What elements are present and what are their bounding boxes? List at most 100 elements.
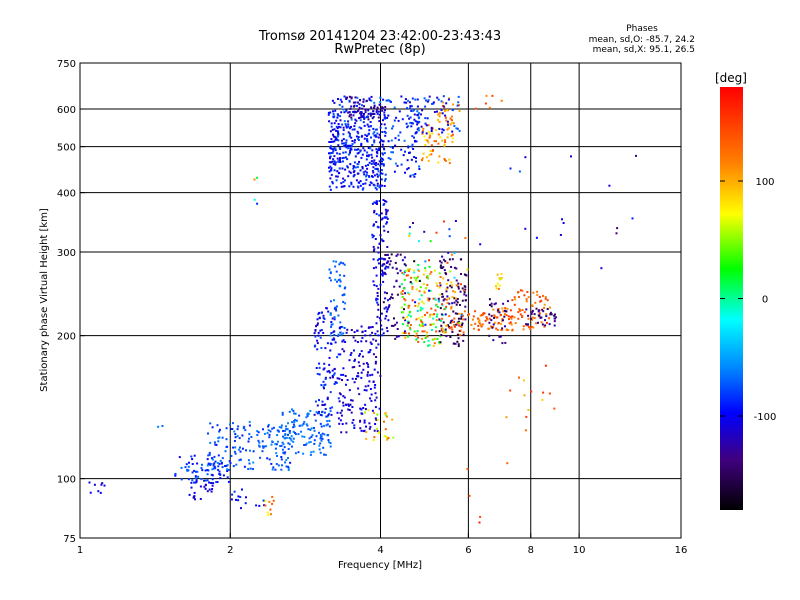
data-point xyxy=(211,488,214,490)
data-point xyxy=(338,167,341,170)
data-point xyxy=(342,367,345,370)
data-point xyxy=(326,420,329,423)
data-point xyxy=(354,339,357,342)
data-point xyxy=(365,431,368,434)
data-point xyxy=(401,290,404,292)
data-point xyxy=(451,137,454,140)
data-point xyxy=(318,448,321,451)
data-point xyxy=(381,172,384,175)
data-point xyxy=(424,144,427,146)
data-point xyxy=(426,139,429,142)
data-point xyxy=(456,333,459,336)
data-point xyxy=(343,142,346,145)
data-point xyxy=(531,309,534,312)
data-point xyxy=(373,131,376,134)
data-point xyxy=(407,314,410,317)
data-point xyxy=(346,328,349,331)
data-point xyxy=(325,415,328,418)
data-point xyxy=(406,126,409,129)
data-point xyxy=(483,312,485,315)
stats-o-line: mean, sd,O: -85.7, 24.2 xyxy=(589,35,695,45)
data-point xyxy=(376,175,379,178)
data-point xyxy=(331,152,334,154)
data-point xyxy=(464,288,467,291)
data-point xyxy=(383,147,385,150)
data-point xyxy=(409,310,411,313)
data-point xyxy=(319,437,322,440)
data-point xyxy=(190,486,193,489)
data-point xyxy=(406,335,409,338)
data-point xyxy=(309,410,312,412)
data-point xyxy=(375,135,378,138)
data-point xyxy=(337,353,340,356)
data-point xyxy=(404,150,406,153)
data-point xyxy=(518,308,521,311)
data-point xyxy=(287,466,290,469)
data-point xyxy=(335,119,338,122)
data-point xyxy=(292,437,295,440)
data-point xyxy=(380,169,383,172)
data-point xyxy=(376,315,379,318)
data-point xyxy=(242,425,245,428)
data-point xyxy=(507,315,510,318)
data-point xyxy=(524,429,527,432)
data-point xyxy=(343,185,346,188)
data-point xyxy=(369,397,372,400)
data-point xyxy=(456,127,459,130)
data-point xyxy=(383,229,386,232)
data-point xyxy=(193,491,196,494)
y-tick-label: 100 xyxy=(57,475,76,486)
data-point xyxy=(336,135,339,138)
data-point xyxy=(284,434,287,437)
data-point xyxy=(410,324,412,326)
data-point xyxy=(333,155,336,158)
data-point xyxy=(543,306,546,309)
data-point xyxy=(191,479,194,482)
data-point xyxy=(231,493,234,496)
data-point xyxy=(453,252,456,254)
data-point xyxy=(406,316,409,319)
x-tick-label: 4 xyxy=(377,545,383,556)
data-point xyxy=(440,261,443,264)
data-point xyxy=(422,152,425,155)
data-point xyxy=(488,317,491,320)
data-point xyxy=(402,311,405,314)
data-point xyxy=(316,339,319,342)
data-point xyxy=(381,131,384,133)
data-point xyxy=(234,446,237,449)
data-point xyxy=(272,499,275,502)
data-point xyxy=(424,117,427,120)
data-point xyxy=(364,182,367,185)
data-point xyxy=(418,290,421,293)
data-point xyxy=(452,324,455,327)
data-point xyxy=(502,319,504,322)
data-point xyxy=(559,234,562,236)
data-point xyxy=(387,266,390,268)
data-point xyxy=(536,290,539,293)
data-point xyxy=(375,322,378,325)
data-point xyxy=(457,287,460,290)
data-point xyxy=(269,430,272,433)
data-point xyxy=(309,428,312,431)
data-point xyxy=(553,320,556,323)
data-point xyxy=(342,395,345,398)
data-point xyxy=(300,430,302,433)
data-point xyxy=(348,95,351,98)
data-point xyxy=(356,172,359,175)
data-point xyxy=(527,314,530,317)
data-point xyxy=(374,384,377,386)
data-point xyxy=(448,228,451,231)
data-point xyxy=(336,280,338,283)
data-point xyxy=(355,119,358,122)
data-point xyxy=(361,330,364,333)
data-point xyxy=(369,334,372,337)
data-point xyxy=(275,463,278,465)
data-point xyxy=(328,412,331,415)
data-point xyxy=(387,99,390,102)
data-point xyxy=(413,271,416,274)
data-point xyxy=(385,216,388,219)
data-point xyxy=(161,425,164,427)
data-point xyxy=(372,380,375,383)
data-point xyxy=(338,284,341,287)
